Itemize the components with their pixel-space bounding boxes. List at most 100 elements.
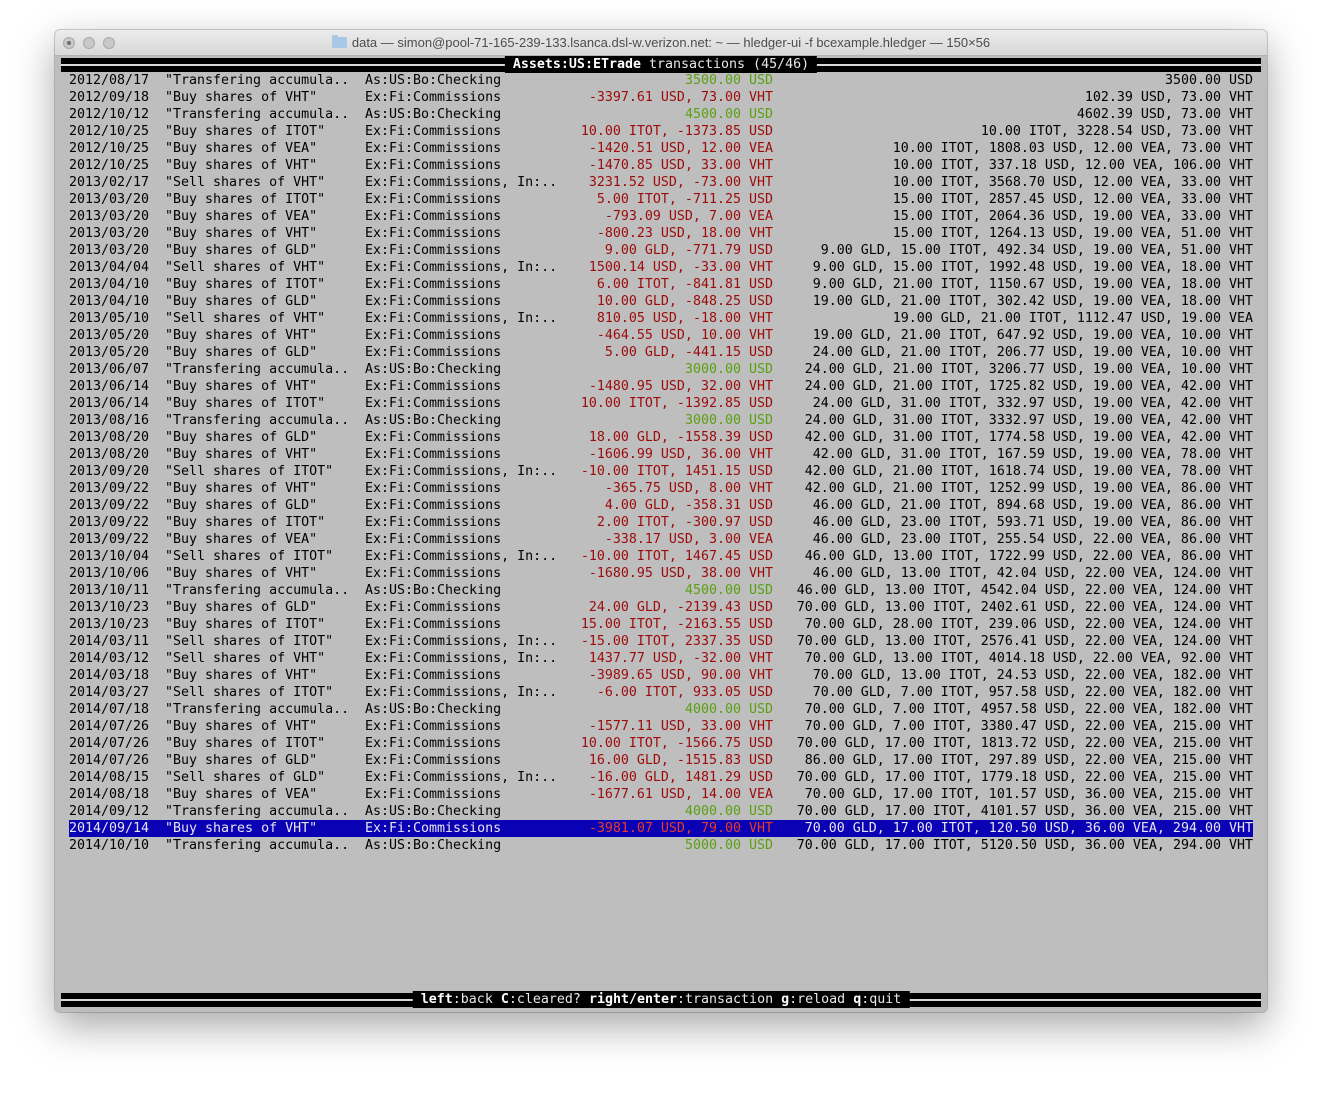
close-button[interactable] xyxy=(63,37,75,49)
row-account: Ex:Fi:Commissions xyxy=(365,243,502,258)
row-account: Ex:Fi:Commissions, In:.. xyxy=(365,549,558,564)
row-account: Ex:Fi:Commissions xyxy=(365,226,502,241)
table-row[interactable]: 2013/03/20 "Buy shares of VHT" Ex:Fi:Commi… xyxy=(61,225,1261,242)
row-amount: -1606.99 USD, 36.00 VHT xyxy=(588,447,773,462)
table-row[interactable]: 2014/07/26 "Buy shares of VHT" Ex:Fi:Commi… xyxy=(61,718,1261,735)
row-description: "Buy shares of VHT" xyxy=(165,821,318,836)
table-row-selected[interactable]: 2014/09/14 "Buy shares of VHT" Ex:Fi:Commi… xyxy=(69,820,1253,837)
table-row[interactable]: 2014/03/12 "Sell shares of VHT" Ex:Fi:Comm… xyxy=(61,650,1261,667)
table-row[interactable]: 2013/02/17 "Sell shares of VHT" Ex:Fi:Comm… xyxy=(61,174,1261,191)
table-row[interactable]: 2014/03/18 "Buy shares of VHT" Ex:Fi:Commi… xyxy=(61,667,1261,684)
table-row[interactable]: 2013/08/16 "Transfering accumula.. As:US:B… xyxy=(61,412,1261,429)
row-balance: 70.00 GLD, 7.00 ITOT, 957.58 USD, 22.00 … xyxy=(812,685,1253,700)
table-row[interactable]: 2013/10/23 "Buy shares of GLD" Ex:Fi:Commi… xyxy=(61,599,1261,616)
table-row[interactable]: 2013/06/07 "Transfering accumula.. As:US:B… xyxy=(61,361,1261,378)
table-row[interactable]: 2013/05/20 "Buy shares of VHT" Ex:Fi:Commi… xyxy=(61,327,1261,344)
table-row[interactable]: 2014/10/10 "Transfering accumula.. As:US:B… xyxy=(61,837,1261,854)
row-account: Ex:Fi:Commissions xyxy=(365,617,502,632)
table-row[interactable]: 2013/09/22 "Buy shares of VHT" Ex:Fi:Commi… xyxy=(61,480,1261,497)
table-row[interactable]: 2014/03/11 "Sell shares of ITOT" Ex:Fi:Com… xyxy=(61,633,1261,650)
table-row[interactable]: 2013/03/20 "Buy shares of ITOT" Ex:Fi:Comm… xyxy=(61,191,1261,208)
zoom-button[interactable] xyxy=(103,37,115,49)
row-description: "Sell shares of ITOT" xyxy=(165,685,334,700)
key-hint: right/enter:transaction xyxy=(581,992,773,1007)
row-account: Ex:Fi:Commissions xyxy=(365,753,502,768)
table-row[interactable]: 2013/10/04 "Sell shares of ITOT" Ex:Fi:Com… xyxy=(61,548,1261,565)
table-row[interactable]: 2012/10/25 "Buy shares of ITOT" Ex:Fi:Comm… xyxy=(61,123,1261,140)
table-row[interactable]: 2013/10/23 "Buy shares of ITOT" Ex:Fi:Comm… xyxy=(61,616,1261,633)
table-row[interactable]: 2013/06/14 "Buy shares of VHT" Ex:Fi:Commi… xyxy=(61,378,1261,395)
row-date: 2013/09/22 xyxy=(69,515,150,530)
row-description: "Buy shares of ITOT" xyxy=(165,396,326,411)
minimize-button[interactable] xyxy=(83,37,95,49)
row-date: 2013/10/11 xyxy=(69,583,150,598)
row-account: Ex:Fi:Commissions xyxy=(365,345,502,360)
row-date: 2013/09/20 xyxy=(69,464,150,479)
title-bar[interactable]: data — simon@pool-71-165-239-133.lsanca.… xyxy=(55,30,1267,56)
table-row[interactable]: 2013/09/22 "Buy shares of GLD" Ex:Fi:Commi… xyxy=(61,497,1261,514)
table-row[interactable]: 2013/08/20 "Buy shares of GLD" Ex:Fi:Commi… xyxy=(61,429,1261,446)
row-balance: 102.39 USD, 73.00 VHT xyxy=(1084,90,1253,105)
table-row[interactable]: 2014/03/27 "Sell shares of ITOT" Ex:Fi:Com… xyxy=(61,684,1261,701)
row-date: 2012/10/25 xyxy=(69,158,150,173)
table-row[interactable]: 2014/07/26 "Buy shares of GLD" Ex:Fi:Commi… xyxy=(61,752,1261,769)
table-row[interactable]: 2013/04/04 "Sell shares of VHT" Ex:Fi:Comm… xyxy=(61,259,1261,276)
row-account: Ex:Fi:Commissions xyxy=(365,90,502,105)
table-row[interactable]: 2012/10/12 "Transfering accumula.. As:US:B… xyxy=(61,106,1261,123)
row-amount: -10.00 ITOT, 1451.15 USD xyxy=(580,464,773,479)
row-balance: 15.00 ITOT, 1264.13 USD, 19.00 VEA, 51.0… xyxy=(892,226,1253,241)
row-balance: 19.00 GLD, 21.00 ITOT, 302.42 USD, 19.00… xyxy=(812,294,1253,309)
table-row[interactable]: 2013/09/20 "Sell shares of ITOT" Ex:Fi:Com… xyxy=(61,463,1261,480)
row-amount: 9.00 GLD, -771.79 USD xyxy=(604,243,773,258)
row-amount: 1500.14 USD, -33.00 VHT xyxy=(588,260,773,275)
table-row[interactable]: 2012/10/25 "Buy shares of VHT" Ex:Fi:Commi… xyxy=(61,157,1261,174)
table-row[interactable]: 2014/07/26 "Buy shares of ITOT" Ex:Fi:Comm… xyxy=(61,735,1261,752)
row-balance: 70.00 GLD, 17.00 ITOT, 120.50 USD, 36.00… xyxy=(804,821,1253,836)
table-row[interactable]: 2013/06/14 "Buy shares of ITOT" Ex:Fi:Comm… xyxy=(61,395,1261,412)
row-amount: 5.00 ITOT, -711.25 USD xyxy=(596,192,773,207)
table-row[interactable]: 2014/08/15 "Sell shares of GLD" Ex:Fi:Comm… xyxy=(61,769,1261,786)
table-row[interactable]: 2013/04/10 "Buy shares of GLD" Ex:Fi:Commi… xyxy=(61,293,1261,310)
table-row[interactable]: 2014/08/18 "Buy shares of VEA" Ex:Fi:Commi… xyxy=(61,786,1261,803)
table-row[interactable]: 2012/08/17 "Transfering accumula.. As:US:B… xyxy=(61,72,1261,89)
key-action: cleared? xyxy=(516,992,581,1007)
table-row[interactable]: 2013/05/20 "Buy shares of GLD" Ex:Fi:Commi… xyxy=(61,344,1261,361)
row-description: "Sell shares of ITOT" xyxy=(165,634,334,649)
row-balance: 9.00 GLD, 21.00 ITOT, 1150.67 USD, 19.00… xyxy=(812,277,1253,292)
row-amount: 24.00 GLD, -2139.43 USD xyxy=(588,600,773,615)
row-amount: -15.00 ITOT, 2337.35 USD xyxy=(580,634,773,649)
key-name: C xyxy=(500,992,509,1007)
row-balance: 10.00 ITOT, 3568.70 USD, 12.00 VEA, 33.0… xyxy=(892,175,1253,190)
row-date: 2013/06/07 xyxy=(69,362,150,377)
row-balance: 70.00 GLD, 17.00 ITOT, 101.57 USD, 36.00… xyxy=(804,787,1253,802)
table-row[interactable]: 2012/10/25 "Buy shares of VEA" Ex:Fi:Commi… xyxy=(61,140,1261,157)
row-date: 2014/09/12 xyxy=(69,804,150,819)
key-action: back xyxy=(460,992,493,1007)
table-row[interactable]: 2013/10/11 "Transfering accumula.. As:US:B… xyxy=(61,582,1261,599)
table-row[interactable]: 2013/08/20 "Buy shares of VHT" Ex:Fi:Commi… xyxy=(61,446,1261,463)
row-amount: 3231.52 USD, -73.00 VHT xyxy=(588,175,773,190)
table-row[interactable]: 2013/10/06 "Buy shares of VHT" Ex:Fi:Commi… xyxy=(61,565,1261,582)
row-amount: -1577.11 USD, 33.00 VHT xyxy=(588,719,773,734)
table-row[interactable]: 2014/09/12 "Transfering accumula.. As:US:B… xyxy=(61,803,1261,820)
table-row[interactable]: 2013/03/20 "Buy shares of VEA" Ex:Fi:Commi… xyxy=(61,208,1261,225)
row-balance: 70.00 GLD, 13.00 ITOT, 2576.41 USD, 22.0… xyxy=(796,634,1253,649)
terminal-screen[interactable]: Assets:US:ETrade transactions (45/46) 20… xyxy=(61,56,1261,1010)
table-row[interactable]: 2014/07/18 "Transfering accumula.. As:US:B… xyxy=(61,701,1261,718)
row-description: "Transfering accumula.. xyxy=(165,702,350,717)
row-date: 2014/07/26 xyxy=(69,719,150,734)
row-balance: 24.00 GLD, 21.00 ITOT, 1725.82 USD, 19.0… xyxy=(804,379,1253,394)
table-row[interactable]: 2013/04/10 "Buy shares of ITOT" Ex:Fi:Comm… xyxy=(61,276,1261,293)
row-date: 2013/06/14 xyxy=(69,396,150,411)
row-date: 2014/03/11 xyxy=(69,634,150,649)
row-account: Ex:Fi:Commissions xyxy=(365,209,502,224)
row-description: "Sell shares of ITOT" xyxy=(165,549,334,564)
table-row[interactable]: 2013/09/22 "Buy shares of VEA" Ex:Fi:Commi… xyxy=(61,531,1261,548)
table-row[interactable]: 2013/03/20 "Buy shares of GLD" Ex:Fi:Commi… xyxy=(61,242,1261,259)
table-row[interactable]: 2012/09/18 "Buy shares of VHT" Ex:Fi:Commi… xyxy=(61,89,1261,106)
row-amount: -3989.65 USD, 90.00 VHT xyxy=(588,668,773,683)
table-row[interactable]: 2013/09/22 "Buy shares of ITOT" Ex:Fi:Comm… xyxy=(61,514,1261,531)
row-account: Ex:Fi:Commissions xyxy=(365,515,502,530)
row-description: "Sell shares of VHT" xyxy=(165,311,326,326)
table-row[interactable]: 2013/05/10 "Sell shares of VHT" Ex:Fi:Comm… xyxy=(61,310,1261,327)
